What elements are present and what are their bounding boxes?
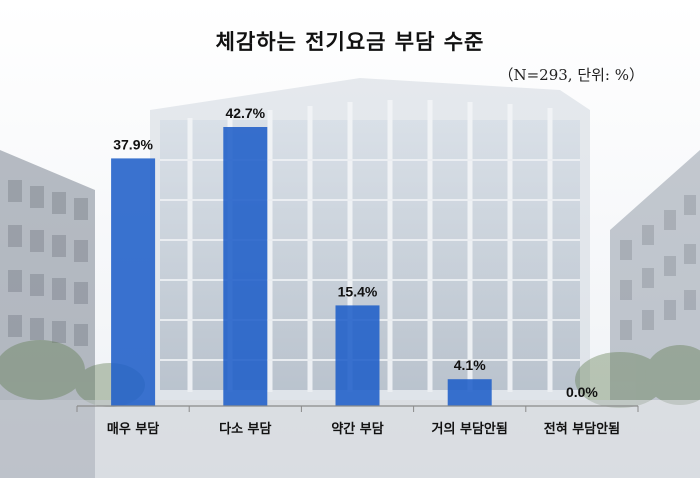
value-label-4: 4.1% xyxy=(454,357,486,373)
chart-note: （N=293, 단위: %） xyxy=(498,66,644,84)
category-label-3: 약간 부담 xyxy=(331,421,383,437)
category-label-5: 전혀 부담안됨 xyxy=(544,421,620,437)
category-label-2: 다소 부담 xyxy=(219,421,271,437)
bar-4 xyxy=(447,379,492,406)
category-label-1: 매우 부담 xyxy=(107,422,159,437)
chart-title: 체감하는 전기요금 부담 수준 xyxy=(215,29,485,54)
value-label-5: 0.0% xyxy=(566,384,598,400)
value-label-1: 37.9% xyxy=(113,136,153,152)
value-label-3: 15.4% xyxy=(338,283,378,299)
bar-3 xyxy=(335,305,380,406)
category-label-4: 거의 부담안됨 xyxy=(432,421,508,437)
bar-1 xyxy=(111,158,156,406)
value-label-2: 42.7% xyxy=(225,105,265,121)
bar-2 xyxy=(223,127,268,406)
